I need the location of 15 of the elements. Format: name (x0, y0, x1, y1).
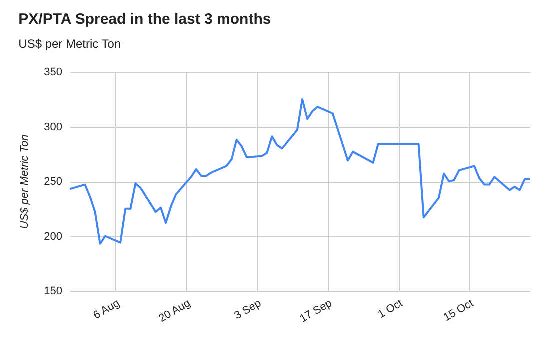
y-tick-label: 200 (44, 230, 62, 243)
x-tick-label: 15 Oct (442, 298, 476, 324)
x-tick-label: 17 Sep (298, 298, 334, 326)
y-tick-label: 250 (44, 176, 62, 188)
y-tick-label: 300 (44, 121, 62, 134)
y-tick-label: 350 (44, 66, 62, 78)
x-tick-label: 1 Oct (376, 298, 406, 322)
x-tick-label: 20 Aug (157, 298, 193, 326)
chart-subtitle: US$ per Metric Ton (18, 37, 122, 51)
x-tick-label: 6 Aug (92, 298, 122, 322)
x-tick-label: 3 Sep (232, 298, 264, 322)
chart-title: PX/PTA Spread in the last 3 months (18, 11, 272, 28)
y-axis-title: US$ per Metric Ton (19, 134, 32, 230)
y-tick-label: 150 (44, 286, 62, 298)
line-series (69, 98, 531, 245)
